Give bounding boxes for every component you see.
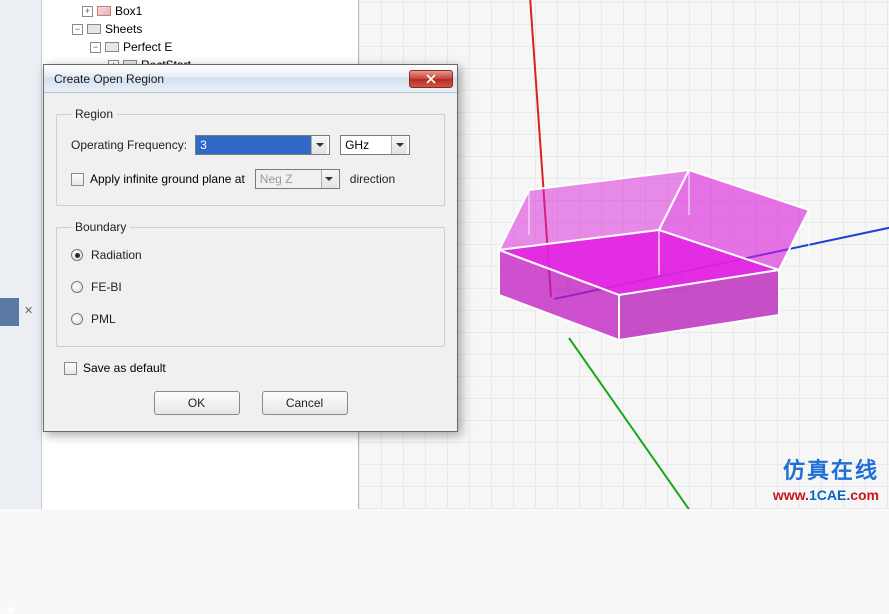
boundary-legend: Boundary bbox=[71, 220, 130, 234]
collapse-icon[interactable]: − bbox=[90, 42, 101, 53]
boundary-radio-radiation[interactable]: Radiation bbox=[71, 248, 430, 262]
close-button[interactable] bbox=[409, 70, 453, 88]
chevron-down-icon bbox=[321, 170, 337, 188]
save-as-default-row: Save as default bbox=[64, 361, 445, 375]
ground-plane-label: Apply infinite ground plane at bbox=[90, 172, 245, 186]
radio-icon bbox=[71, 281, 83, 293]
checkbox-icon bbox=[71, 173, 84, 186]
tree-item-perfect-e[interactable]: − Perfect E bbox=[54, 38, 358, 56]
tree-item-box1[interactable]: + Box1 bbox=[54, 2, 358, 20]
frequency-unit-input[interactable] bbox=[341, 136, 391, 154]
axis-y bbox=[568, 337, 719, 509]
watermark-url: www.1CAE.com bbox=[773, 487, 879, 503]
sheet-icon bbox=[105, 42, 119, 52]
tree-item-sheets[interactable]: − Sheets bbox=[54, 20, 358, 38]
ground-plane-row: Apply infinite ground plane at direction bbox=[71, 169, 430, 189]
operating-frequency-input[interactable] bbox=[196, 136, 311, 154]
url-prefix: www. bbox=[773, 487, 809, 503]
tree-label: Box1 bbox=[115, 4, 142, 18]
radio-label: FE-BI bbox=[91, 280, 122, 294]
ok-button[interactable]: OK bbox=[154, 391, 240, 415]
direction-label: direction bbox=[350, 172, 395, 186]
chevron-down-icon[interactable] bbox=[391, 136, 407, 154]
url-main: 1CAE bbox=[809, 487, 846, 503]
tree-label: Perfect E bbox=[123, 40, 172, 54]
watermark-cn: 仿真在线 bbox=[783, 453, 879, 485]
save-as-default-checkbox[interactable]: Save as default bbox=[64, 361, 166, 375]
radio-icon bbox=[71, 249, 83, 261]
boundary-radio-pml[interactable]: PML bbox=[71, 312, 430, 326]
chevron-down-icon[interactable] bbox=[311, 136, 327, 154]
dialog-titlebar[interactable]: Create Open Region bbox=[44, 65, 457, 93]
model-tree[interactable]: + Box1 − Sheets − Perfect E + RectStart bbox=[42, 0, 358, 74]
dialog-title: Create Open Region bbox=[54, 72, 409, 86]
radio-label: Radiation bbox=[91, 248, 142, 262]
save-as-default-label: Save as default bbox=[83, 361, 166, 375]
panel-gutter: ✕ bbox=[0, 0, 42, 509]
region-group: Region Operating Frequency: Apply infini… bbox=[56, 107, 445, 206]
ground-plane-axis-combo bbox=[255, 169, 340, 189]
ground-plane-checkbox[interactable]: Apply infinite ground plane at bbox=[71, 172, 245, 186]
boundary-radio-febi[interactable]: FE-BI bbox=[71, 280, 430, 294]
expand-icon[interactable]: + bbox=[82, 6, 93, 17]
boundary-group: Boundary Radiation FE-BI PML bbox=[56, 220, 445, 347]
radio-label: PML bbox=[91, 312, 116, 326]
frequency-unit-combo[interactable] bbox=[340, 135, 410, 155]
sheet-icon bbox=[87, 24, 101, 34]
ground-plane-axis-input bbox=[256, 170, 321, 188]
operating-frequency-row: Operating Frequency: bbox=[71, 135, 430, 155]
operating-frequency-combo[interactable] bbox=[195, 135, 330, 155]
close-panel-icon[interactable]: ✕ bbox=[24, 304, 33, 317]
operating-frequency-label: Operating Frequency: bbox=[71, 138, 187, 152]
collapse-icon[interactable]: − bbox=[72, 24, 83, 35]
radio-icon bbox=[71, 313, 83, 325]
cancel-button[interactable]: Cancel bbox=[262, 391, 348, 415]
region-legend: Region bbox=[71, 107, 117, 121]
box3d-shape bbox=[489, 160, 819, 360]
create-open-region-dialog: Create Open Region Region Operating Freq… bbox=[43, 64, 458, 432]
pin-tab[interactable] bbox=[0, 298, 19, 326]
box-icon bbox=[97, 6, 111, 16]
url-suffix: com bbox=[850, 487, 879, 503]
dialog-button-row: OK Cancel bbox=[56, 391, 445, 415]
tree-label: Sheets bbox=[105, 22, 142, 36]
checkbox-icon bbox=[64, 362, 77, 375]
dialog-body: Region Operating Frequency: Apply infini… bbox=[44, 93, 457, 431]
